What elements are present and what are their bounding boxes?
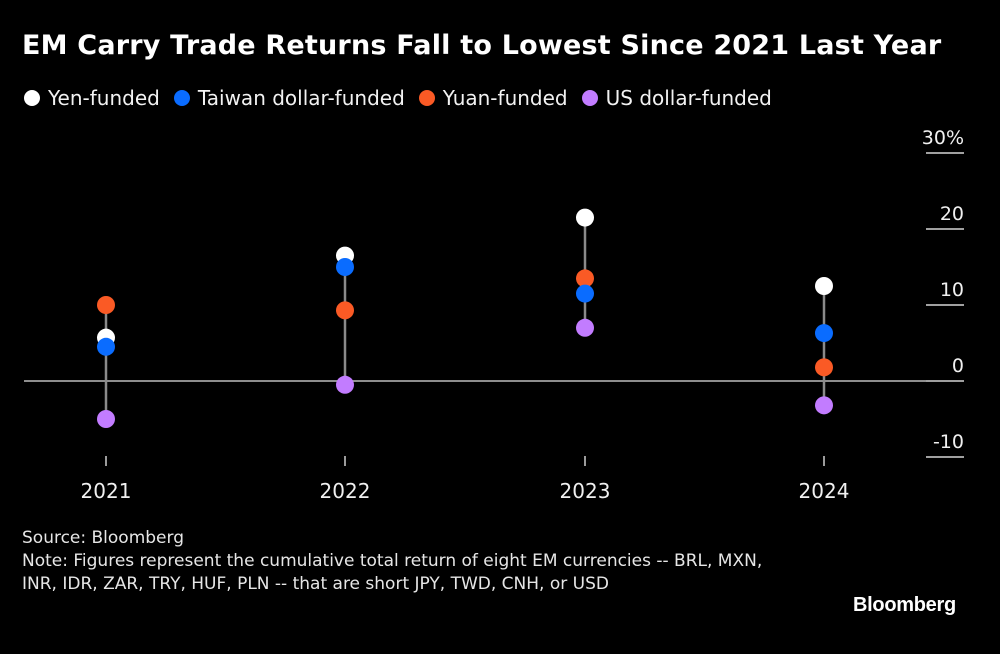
- y-tick-label: 20: [940, 203, 964, 225]
- y-tick-label: 0: [952, 355, 964, 377]
- legend-item-yuan: Yuan-funded: [418, 86, 568, 110]
- y-tick-label: -10: [933, 431, 964, 453]
- x-tick-label: 2022: [320, 479, 371, 503]
- legend-label-taiwan-dollar: Taiwan dollar-funded: [197, 86, 405, 110]
- data-point: [815, 277, 833, 295]
- data-point: [97, 296, 115, 314]
- data-point: [576, 208, 594, 227]
- legend: Yen-funded Taiwan dollar-funded Yuan-fun…: [24, 86, 786, 110]
- data-point: [576, 269, 594, 288]
- source-text: Source: Bloomberg: [22, 528, 184, 548]
- x-tick-label: 2024: [799, 479, 850, 503]
- data-point: [336, 375, 354, 394]
- legend-item-us-dollar: US dollar-funded: [581, 86, 772, 110]
- data-point: [336, 301, 354, 320]
- data-point: [815, 358, 833, 377]
- data-point: [576, 284, 594, 303]
- legend-label-yuan: Yuan-funded: [442, 86, 568, 110]
- x-tick-label: 2021: [81, 479, 132, 503]
- data-point: [97, 337, 115, 356]
- legend-dot-us-dollar: [581, 90, 598, 106]
- legend-dot-yen: [24, 90, 40, 106]
- legend-label-us-dollar: US dollar-funded: [605, 86, 772, 110]
- bloomberg-logo: Bloomberg: [853, 594, 956, 616]
- legend-item-yen: Yen-funded: [24, 86, 160, 110]
- data-point: [576, 318, 594, 337]
- data-point: [815, 396, 833, 415]
- legend-item-taiwan-dollar: Taiwan dollar-funded: [173, 86, 405, 110]
- legend-dot-yuan: [418, 90, 435, 106]
- note-text: Note: Figures represent the cumulative t…: [22, 551, 763, 594]
- chart-footer: Source: Bloomberg Note: Figures represen…: [22, 527, 792, 596]
- legend-dot-taiwan-dollar: [173, 90, 190, 106]
- data-point: [815, 324, 833, 343]
- data-point: [336, 258, 354, 276]
- y-tick-label: 30%: [922, 127, 964, 149]
- chart-title: EM Carry Trade Returns Fall to Lowest Si…: [22, 30, 942, 61]
- data-point: [97, 410, 115, 428]
- legend-label-yen: Yen-funded: [48, 86, 160, 110]
- x-tick-label: 2023: [560, 479, 611, 503]
- y-tick-label: 10: [940, 279, 964, 301]
